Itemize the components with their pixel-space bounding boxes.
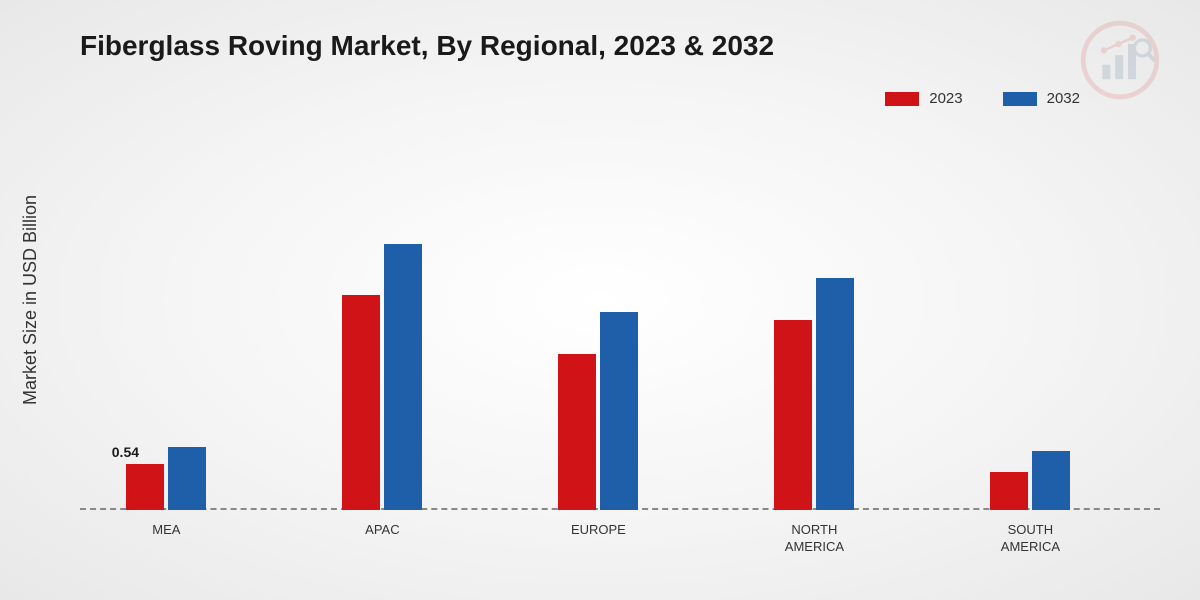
x-tick-label: SOUTH AMERICA [1001, 522, 1060, 556]
legend-label-2023: 2023 [929, 90, 962, 107]
bar-2032 [384, 244, 422, 510]
legend: 2023 2032 [885, 90, 1080, 107]
bar-2023 [126, 464, 164, 510]
bar-group: MEA0.54 [106, 447, 226, 510]
bar-2023 [990, 472, 1028, 510]
bar-group: NORTH AMERICA [754, 278, 874, 510]
plot-area: MEA0.54 APAC EUROPE NORTH AMERICA SOUTH AMER… [80, 130, 1160, 510]
bar-2023 [342, 295, 380, 510]
bar-group: SOUTH AMERICA [970, 451, 1090, 510]
value-label: 0.54 [112, 444, 139, 460]
x-tick-label: NORTH AMERICA [785, 522, 844, 556]
y-axis-label: Market Size in USD Billion [20, 195, 41, 405]
bar-group: APAC [322, 244, 442, 510]
bar-2032 [1032, 451, 1070, 510]
bar-2023 [558, 354, 596, 510]
bar-2032 [168, 447, 206, 510]
bar-2032 [816, 278, 854, 510]
legend-item-2032: 2032 [1003, 90, 1080, 107]
x-tick-label: EUROPE [571, 522, 626, 539]
logo-watermark [1080, 20, 1160, 100]
legend-swatch-2023 [885, 92, 919, 106]
x-tick-label: MEA [152, 522, 180, 539]
x-tick-label: APAC [365, 522, 399, 539]
chart-title: Fiberglass Roving Market, By Regional, 2… [80, 30, 774, 62]
legend-label-2032: 2032 [1047, 90, 1080, 107]
bar-2023 [774, 320, 812, 510]
legend-item-2023: 2023 [885, 90, 962, 107]
bar-2032 [600, 312, 638, 510]
legend-swatch-2032 [1003, 92, 1037, 106]
bar-group: EUROPE [538, 312, 658, 510]
